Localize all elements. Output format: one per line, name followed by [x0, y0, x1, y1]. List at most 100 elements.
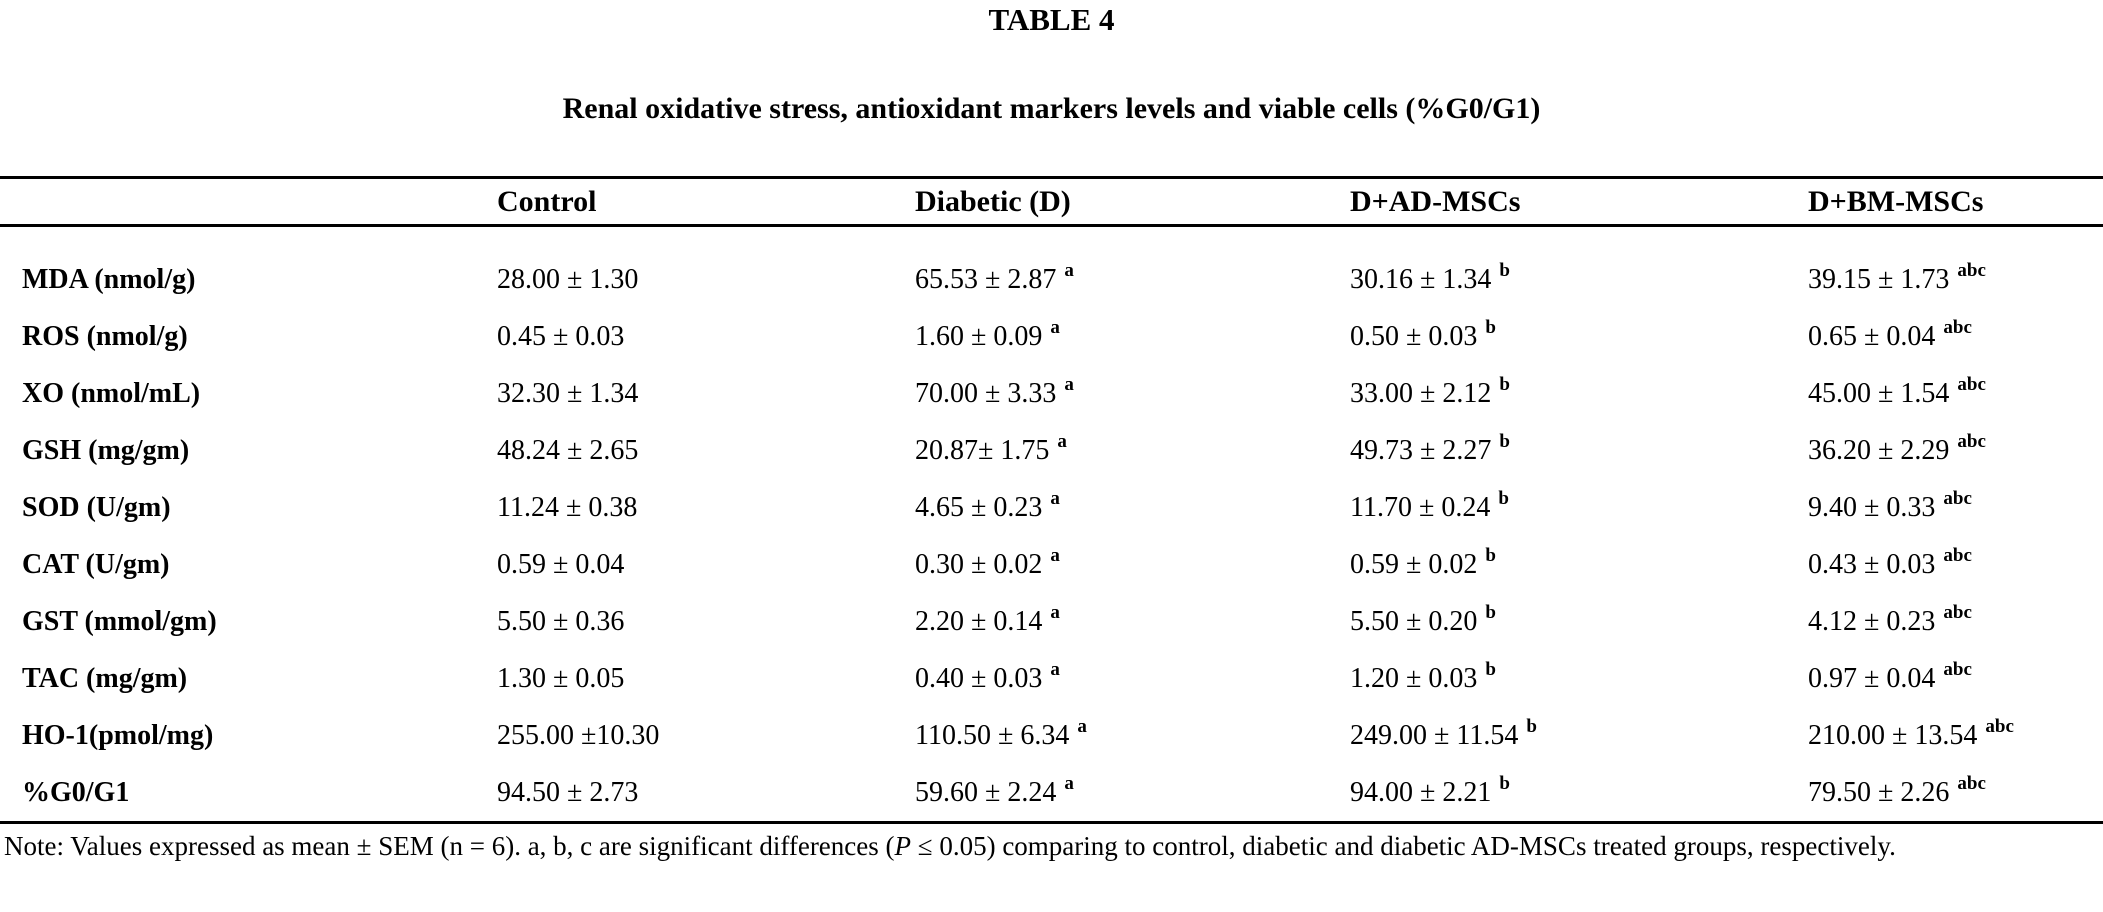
value-cell: 249.00 ± 11.54 b — [1350, 707, 1808, 764]
mean-sem-value: 0.59 ± 0.04 — [497, 548, 625, 580]
row-label: GSH (mg/gm) — [22, 434, 190, 466]
column-header-ad-mscs: D+AD-MSCs — [1350, 176, 1808, 227]
significance-marker: abc — [1957, 259, 1986, 281]
mean-sem-value: 0.30 ± 0.02 — [915, 548, 1043, 580]
significance-marker: b — [1485, 544, 1496, 566]
mean-sem-value: 0.45 ± 0.03 — [497, 320, 625, 352]
mean-sem-value: 255.00 ±10.30 — [497, 719, 660, 751]
table-row-sod: SOD (U/gm) 11.24 ± 0.38 4.65 ± 0.23 a 11.… — [0, 479, 2103, 536]
mean-sem-value: 45.00 ± 1.54 — [1808, 377, 1950, 409]
table-body: MDA (nmol/g) 28.00 ± 1.30 65.53 ± 2.87 a … — [0, 226, 2103, 823]
mean-sem-value: 48.24 ± 2.65 — [497, 434, 639, 466]
significance-marker: b — [1526, 715, 1537, 737]
significance-marker: a — [1064, 772, 1074, 794]
significance-marker: abc — [1957, 373, 1986, 395]
significance-marker: a — [1050, 544, 1060, 566]
significance-marker: a — [1077, 715, 1087, 737]
mean-sem-value: 1.20 ± 0.03 — [1350, 662, 1478, 694]
mean-sem-value: 28.00 ± 1.30 — [497, 263, 639, 295]
mean-sem-value: 30.16 ± 1.34 — [1350, 263, 1492, 295]
value-cell: 28.00 ± 1.30 — [497, 226, 915, 309]
value-cell: 0.59 ± 0.04 — [497, 536, 915, 593]
table-number-label: TABLE 4 — [988, 2, 1115, 37]
value-cell: 49.73 ± 2.27 b — [1350, 422, 1808, 479]
value-cell: 45.00 ± 1.54 abc — [1808, 365, 2103, 422]
table-row-ros: ROS (nmol/g) 0.45 ± 0.03 1.60 ± 0.09 a 0.… — [0, 308, 2103, 365]
significance-marker: abc — [1943, 658, 1972, 680]
significance-marker: a — [1050, 658, 1060, 680]
mean-sem-value: 249.00 ± 11.54 — [1350, 719, 1519, 751]
significance-marker: abc — [1985, 715, 2014, 737]
value-cell: 0.65 ± 0.04 abc — [1808, 308, 2103, 365]
significance-marker: b — [1485, 601, 1496, 623]
significance-marker: abc — [1943, 544, 1972, 566]
value-cell: 210.00 ± 13.54 abc — [1808, 707, 2103, 764]
row-label: TAC (mg/gm) — [22, 662, 188, 694]
value-cell: 79.50 ± 2.26 abc — [1808, 764, 2103, 823]
value-cell: 5.50 ± 0.36 — [497, 593, 915, 650]
table-header: Control Diabetic (D) D+AD-MSCs D+BM-MSCs — [0, 176, 2103, 227]
significance-marker: b — [1499, 772, 1510, 794]
significance-marker: abc — [1957, 430, 1986, 452]
mean-sem-value: 0.97 ± 0.04 — [1808, 662, 1936, 694]
header-row: Control Diabetic (D) D+AD-MSCs D+BM-MSCs — [0, 176, 2103, 227]
mean-sem-value: 94.00 ± 2.21 — [1350, 776, 1492, 808]
mean-sem-value: 9.40 ± 0.33 — [1808, 491, 1936, 523]
value-cell: 65.53 ± 2.87 a — [915, 226, 1350, 309]
mean-sem-value: 5.50 ± 0.20 — [1350, 605, 1478, 637]
value-cell: 0.50 ± 0.03 b — [1350, 308, 1808, 365]
mean-sem-value: 59.60 ± 2.24 — [915, 776, 1057, 808]
table-row-mda: MDA (nmol/g) 28.00 ± 1.30 65.53 ± 2.87 a … — [0, 226, 2103, 309]
mean-sem-value: 20.87± 1.75 — [915, 434, 1050, 466]
mean-sem-value: 110.50 ± 6.34 — [915, 719, 1070, 751]
mean-sem-value: 65.53 ± 2.87 — [915, 263, 1057, 295]
significance-marker: a — [1064, 373, 1074, 395]
value-cell: 0.43 ± 0.03 abc — [1808, 536, 2103, 593]
mean-sem-value: 1.60 ± 0.09 — [915, 320, 1043, 352]
value-cell: 48.24 ± 2.65 — [497, 422, 915, 479]
value-cell: 30.16 ± 1.34 b — [1350, 226, 1808, 309]
mean-sem-value: 70.00 ± 3.33 — [915, 377, 1057, 409]
mean-sem-value: 0.40 ± 0.03 — [915, 662, 1043, 694]
mean-sem-value: 94.50 ± 2.73 — [497, 776, 639, 808]
mean-sem-value: 0.59 ± 0.02 — [1350, 548, 1478, 580]
mean-sem-value: 210.00 ± 13.54 — [1808, 719, 1978, 751]
value-cell: 0.45 ± 0.03 — [497, 308, 915, 365]
significance-marker: a — [1050, 601, 1060, 623]
value-cell: 70.00 ± 3.33 a — [915, 365, 1350, 422]
value-cell: 0.97 ± 0.04 abc — [1808, 650, 2103, 707]
mean-sem-value: 11.70 ± 0.24 — [1350, 491, 1491, 523]
row-label: ROS (nmol/g) — [22, 320, 188, 352]
mean-sem-value: 1.30 ± 0.05 — [497, 662, 625, 694]
significance-marker: b — [1498, 487, 1509, 509]
significance-marker: a — [1050, 487, 1060, 509]
significance-marker: a — [1064, 259, 1074, 281]
mean-sem-value: 4.65 ± 0.23 — [915, 491, 1043, 523]
mean-sem-value: 2.20 ± 0.14 — [915, 605, 1043, 637]
value-cell: 94.00 ± 2.21 b — [1350, 764, 1808, 823]
mean-sem-value: 36.20 ± 2.29 — [1808, 434, 1950, 466]
row-label: GST (mmol/gm) — [22, 605, 217, 637]
value-cell: 11.24 ± 0.38 — [497, 479, 915, 536]
significance-marker: b — [1485, 316, 1496, 338]
column-header-empty — [0, 176, 497, 227]
value-cell: 4.65 ± 0.23 a — [915, 479, 1350, 536]
mean-sem-value: 0.43 ± 0.03 — [1808, 548, 1936, 580]
value-cell: 36.20 ± 2.29 abc — [1808, 422, 2103, 479]
value-cell: 32.30 ± 1.34 — [497, 365, 915, 422]
significance-marker: abc — [1957, 772, 1986, 794]
row-label: SOD (U/gm) — [22, 491, 171, 523]
row-label: XO (nmol/mL) — [22, 377, 201, 409]
significance-marker: b — [1499, 373, 1510, 395]
column-header-bm-mscs: D+BM-MSCs — [1808, 176, 2103, 227]
table-row-gsh: GSH (mg/gm) 48.24 ± 2.65 20.87± 1.75 a 49… — [0, 422, 2103, 479]
value-cell: 110.50 ± 6.34 a — [915, 707, 1350, 764]
row-label: CAT (U/gm) — [22, 548, 170, 580]
row-label: %G0/G1 — [22, 776, 130, 808]
value-cell: 11.70 ± 0.24 b — [1350, 479, 1808, 536]
results-table: Control Diabetic (D) D+AD-MSCs D+BM-MSCs… — [0, 176, 2103, 824]
table-row-cat: CAT (U/gm) 0.59 ± 0.04 0.30 ± 0.02 a 0.59… — [0, 536, 2103, 593]
significance-marker: b — [1485, 658, 1496, 680]
table-row-g0g1: %G0/G1 94.50 ± 2.73 59.60 ± 2.24 a 94.00 … — [0, 764, 2103, 823]
significance-marker: abc — [1943, 601, 1972, 623]
